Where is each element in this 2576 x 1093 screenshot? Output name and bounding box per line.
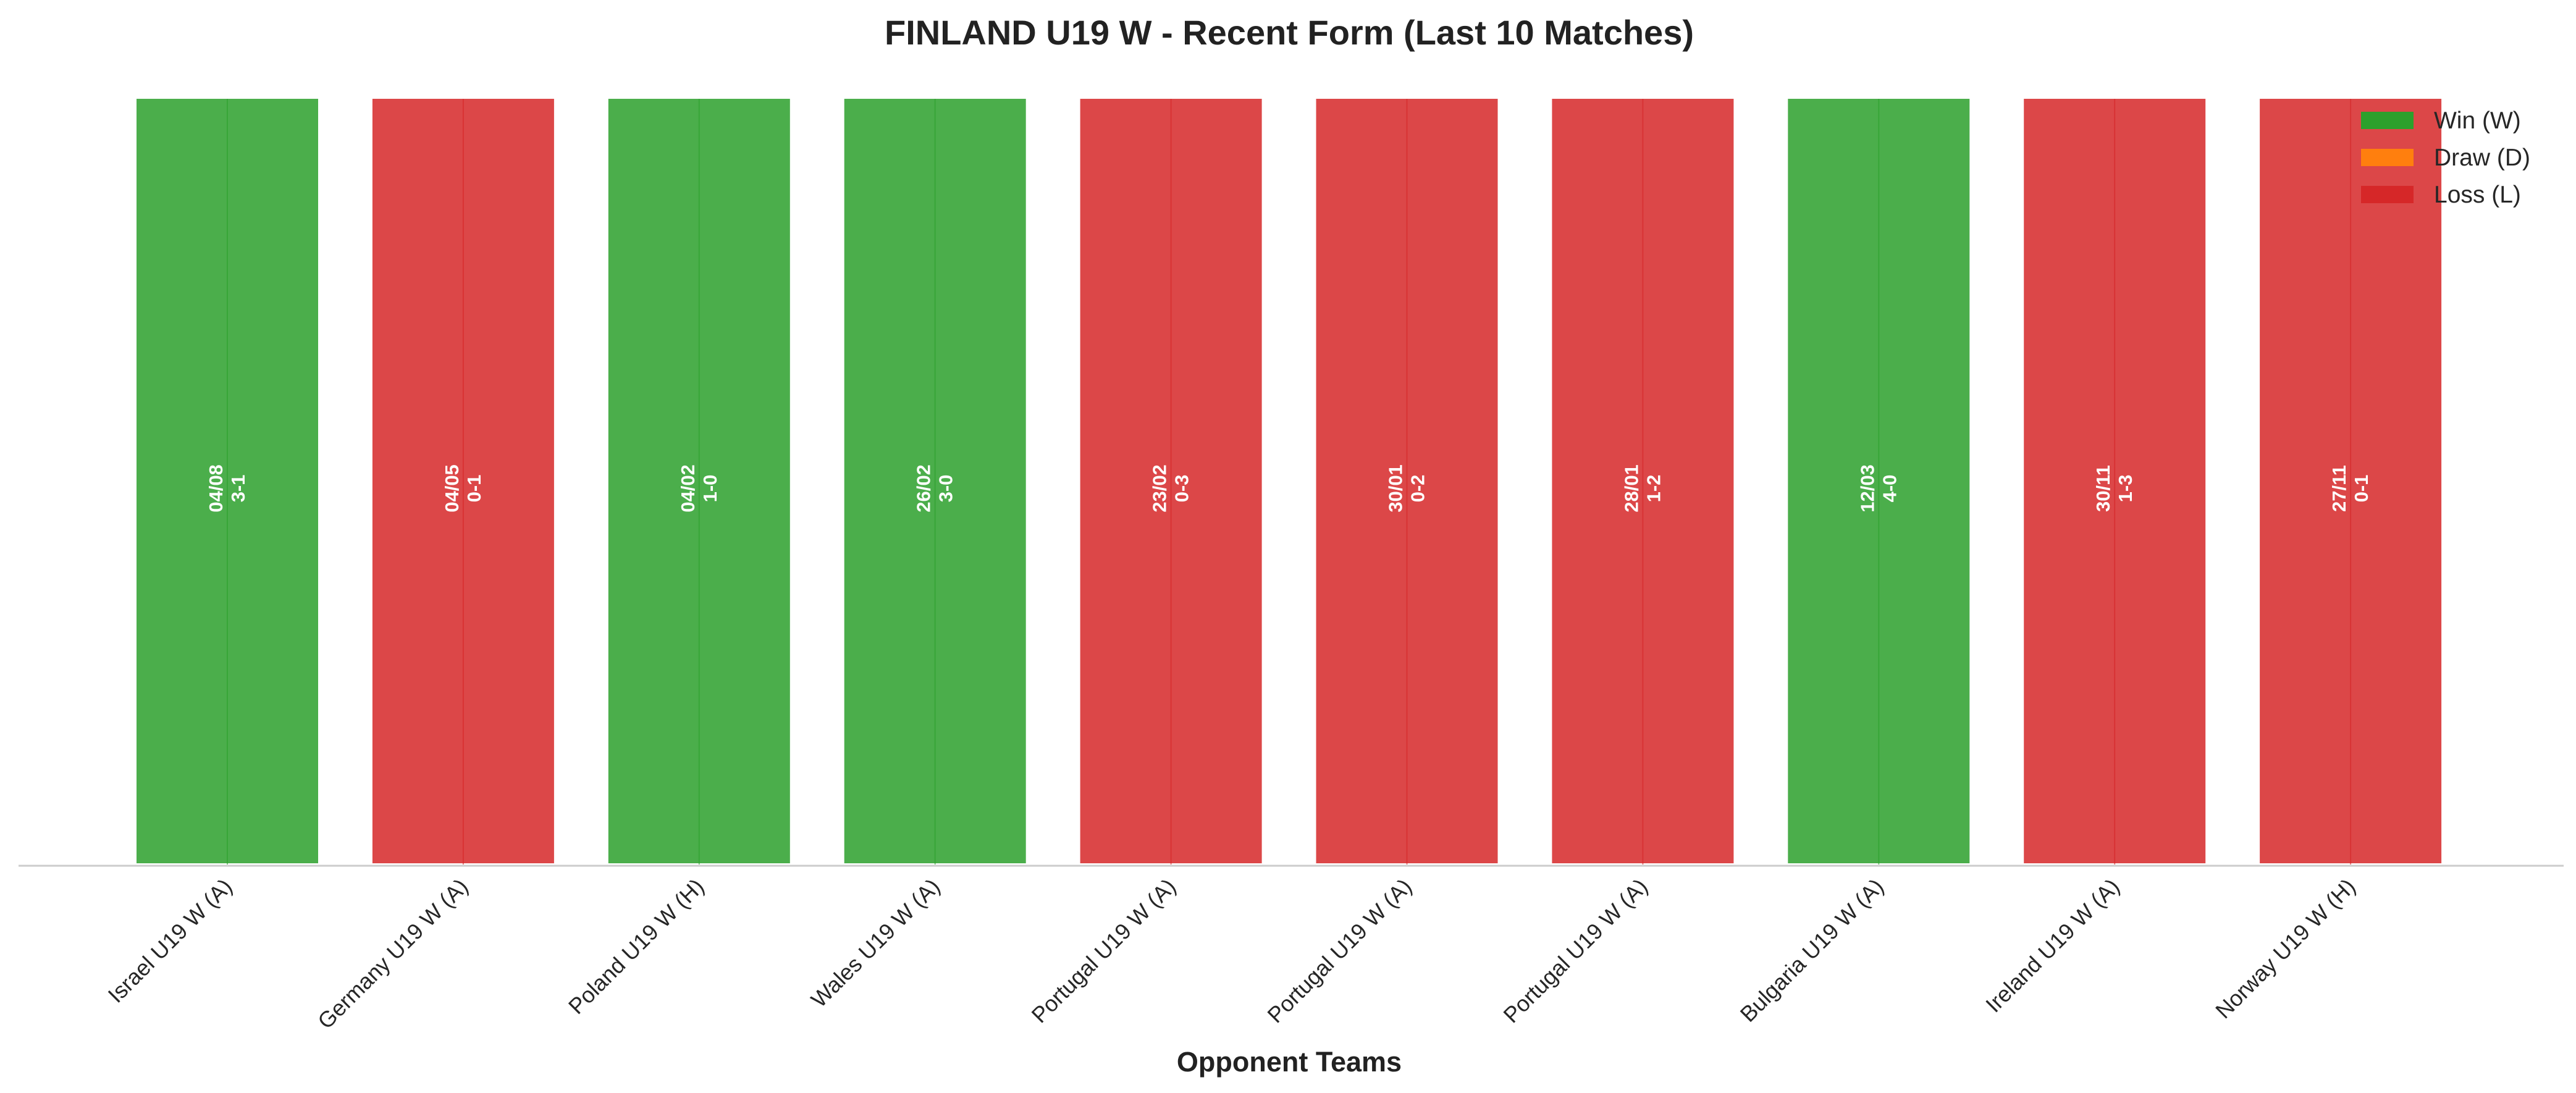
- bar-label-date: 04/02: [677, 464, 699, 513]
- bar-label-score: 0-1: [463, 475, 485, 503]
- bar-label-score: 0-2: [1407, 475, 1429, 503]
- bar-label: 26/023-0: [913, 464, 957, 513]
- bar-labels-group: 04/083-1 04/050-1 04/021-0 26/023-0 23/020-3…: [205, 464, 2372, 513]
- bar-label-date: 26/02: [913, 464, 935, 513]
- bar-label-date: 27/11: [2328, 465, 2350, 512]
- bar-label: 30/010-2: [1385, 464, 1429, 513]
- bars-group: [134, 96, 2444, 866]
- tick-labels-group: Israel U19 W (A) Germany U19 W (A) Poland …: [103, 874, 2360, 1034]
- bar-label: 30/111-3: [2092, 465, 2136, 512]
- bar-label-date: 12/03: [1856, 464, 1878, 513]
- bar-label: 04/083-1: [205, 464, 249, 513]
- bar-label-date: 04/08: [205, 464, 227, 513]
- bar-label: 23/020-3: [1149, 464, 1193, 513]
- chart-title: FINLAND U19 W - Recent Form (Last 10 Mat…: [885, 13, 1694, 52]
- legend-swatch-l: [2361, 186, 2414, 203]
- legend-swatch-w: [2361, 112, 2414, 129]
- legend-swatch-d: [2361, 149, 2414, 166]
- bar-label-date: 30/01: [1385, 464, 1407, 513]
- legend: Win (W) Draw (D) Loss (L): [2361, 107, 2530, 208]
- legend-label-d: Draw (D): [2434, 144, 2530, 171]
- bar-label-date: 04/05: [441, 464, 463, 513]
- bar-label-date: 23/02: [1149, 464, 1171, 513]
- x-tick-label: Israel U19 W (A): [103, 874, 237, 1008]
- x-tick-label: Poland U19 W (H): [563, 874, 709, 1020]
- bar-label: 12/034-0: [1856, 464, 1900, 513]
- bar-label: 04/021-0: [677, 464, 721, 513]
- x-tick-label: Ireland U19 W (A): [1980, 874, 2124, 1018]
- bar-label-score: 3-0: [935, 475, 957, 503]
- x-tick-label: Germany U19 W (A): [313, 874, 473, 1034]
- bar-label: 27/110-1: [2328, 465, 2372, 512]
- x-tick-label: Portugal U19 W (A): [1027, 874, 1181, 1028]
- legend-label-l: Loss (L): [2434, 182, 2521, 208]
- bar-label-score: 1-2: [1643, 475, 1664, 503]
- bar-label-score: 1-0: [699, 475, 721, 503]
- bar-label-score: 4-0: [1879, 475, 1900, 503]
- x-tick-label: Portugal U19 W (A): [1498, 874, 1652, 1028]
- x-tick-label: Norway U19 W (H): [2210, 874, 2360, 1024]
- x-axis-label: Opponent Teams: [1177, 1046, 1402, 1078]
- x-tick-label: Bulgaria U19 W (A): [1735, 874, 1888, 1027]
- bar-label: 28/011-2: [1620, 464, 1664, 513]
- bar-label-date: 30/11: [2092, 465, 2114, 512]
- bar-label-score: 0-3: [1171, 475, 1193, 503]
- x-tick-label: Portugal U19 W (A): [1262, 874, 1416, 1028]
- bar-label-score: 0-1: [2351, 475, 2372, 503]
- legend-label-w: Win (W): [2434, 107, 2521, 134]
- x-tick-label: Wales U19 W (A): [806, 874, 945, 1013]
- bar-label-score: 1-3: [2115, 475, 2136, 503]
- bar-label: 04/050-1: [441, 464, 485, 513]
- bar-label-score: 3-1: [227, 475, 249, 503]
- bar-label-date: 28/01: [1620, 464, 1642, 513]
